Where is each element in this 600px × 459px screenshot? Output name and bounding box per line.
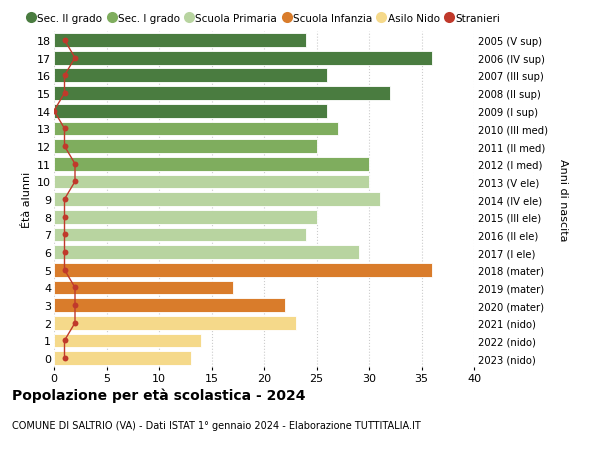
Point xyxy=(60,337,70,344)
Bar xyxy=(54,52,432,66)
Bar xyxy=(54,228,306,242)
Bar xyxy=(54,299,285,313)
Point xyxy=(60,196,70,203)
Point xyxy=(60,73,70,80)
Bar xyxy=(54,246,359,259)
Bar xyxy=(54,69,327,83)
Bar xyxy=(54,34,306,48)
Point xyxy=(49,108,59,115)
Bar xyxy=(54,263,432,277)
Point xyxy=(60,249,70,256)
Bar xyxy=(54,175,369,189)
Y-axis label: Anni di nascita: Anni di nascita xyxy=(557,158,568,241)
Bar xyxy=(54,122,337,136)
Point xyxy=(60,37,70,45)
Y-axis label: Étà alunni: Étà alunni xyxy=(22,172,32,228)
Bar xyxy=(54,87,390,101)
Point xyxy=(60,231,70,239)
Bar xyxy=(54,316,296,330)
Point xyxy=(60,267,70,274)
Bar xyxy=(54,140,317,154)
Legend: Sec. II grado, Sec. I grado, Scuola Primaria, Scuola Infanzia, Asilo Nido, Stran: Sec. II grado, Sec. I grado, Scuola Prim… xyxy=(23,10,505,28)
Bar xyxy=(54,105,327,118)
Point xyxy=(60,90,70,97)
Point xyxy=(70,284,80,291)
Point xyxy=(70,161,80,168)
Bar xyxy=(54,157,369,171)
Point xyxy=(60,355,70,362)
Point xyxy=(60,213,70,221)
Bar xyxy=(54,281,233,295)
Point xyxy=(70,179,80,186)
Text: COMUNE DI SALTRIO (VA) - Dati ISTAT 1° gennaio 2024 - Elaborazione TUTTITALIA.IT: COMUNE DI SALTRIO (VA) - Dati ISTAT 1° g… xyxy=(12,420,421,430)
Point xyxy=(70,302,80,309)
Bar xyxy=(54,210,317,224)
Text: Popolazione per età scolastica - 2024: Popolazione per età scolastica - 2024 xyxy=(12,388,305,403)
Point xyxy=(60,125,70,133)
Point xyxy=(70,55,80,62)
Point xyxy=(70,319,80,327)
Bar xyxy=(54,352,191,365)
Bar xyxy=(54,193,380,207)
Point xyxy=(60,143,70,151)
Bar xyxy=(54,334,201,347)
